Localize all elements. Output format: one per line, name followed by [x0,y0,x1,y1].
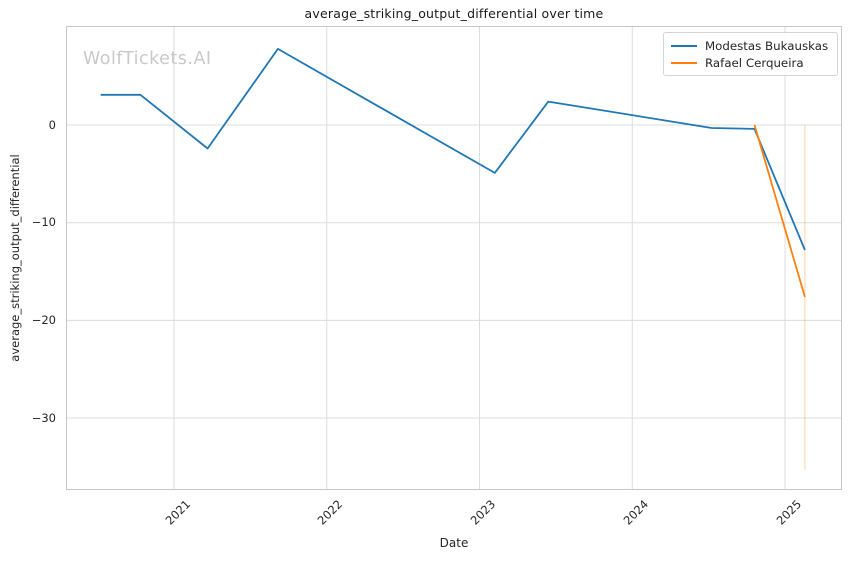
watermark: WolfTickets.AI [83,49,212,69]
y-tick-label: 0 [48,117,56,132]
y-tick-label: −10 [31,215,56,230]
legend-label: Modestas Bukauskas [705,38,829,53]
x-tick-label: 2021 [162,497,193,528]
legend: Modestas Bukauskas Rafael Cerqueira [663,32,839,76]
y-tick-label: −20 [31,312,56,327]
y-axis-label: average_striking_output_differential [8,154,22,362]
chart-title: average_striking_output_differential ove… [304,6,604,21]
x-tick-label: 2023 [467,497,499,528]
x-tick-label: 2025 [773,497,804,528]
series-line [100,47,806,251]
legend-item: Rafael Cerqueira [671,54,828,71]
plot-area [66,26,842,490]
legend-line-swatch [671,61,697,64]
legend-line-swatch [671,44,697,47]
x-axis-label: Date [439,536,469,550]
series-line [753,124,806,298]
x-tick-label: 2022 [315,497,346,528]
legend-label: Rafael Cerqueira [705,55,804,70]
y-tick-label: −30 [31,410,56,425]
x-tick-label: 2024 [620,497,652,528]
chart-canvas [67,27,841,489]
legend-item: Modestas Bukauskas [671,37,828,54]
